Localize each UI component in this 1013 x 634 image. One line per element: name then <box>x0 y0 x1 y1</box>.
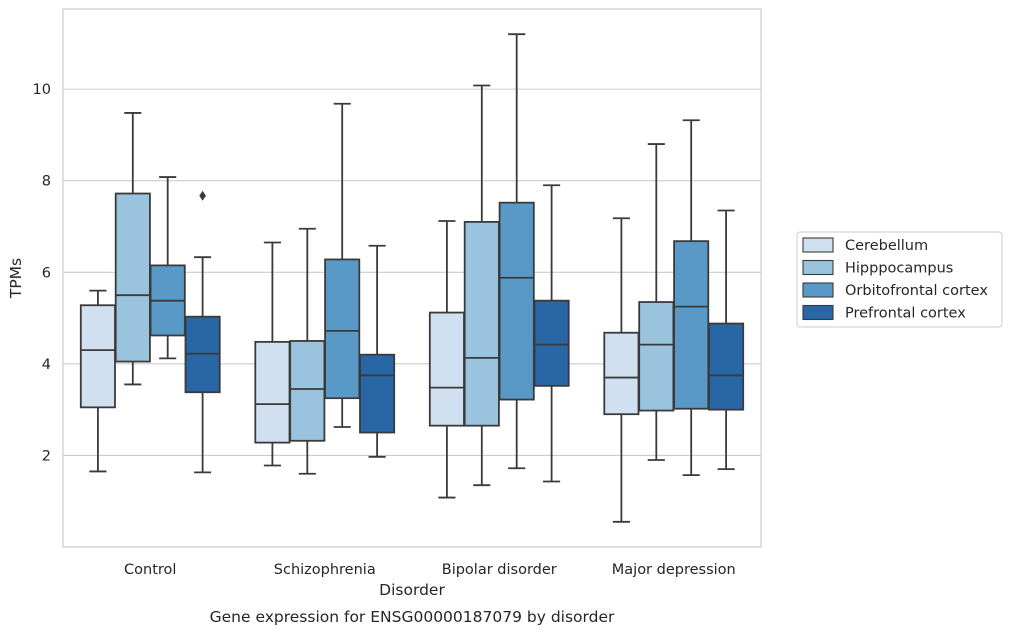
box-hipppocampus-bipolar-disorder <box>463 84 500 487</box>
box-body <box>114 192 151 363</box>
box-series <box>79 33 745 523</box>
box-body <box>603 331 640 416</box>
x-axis-title: Disorder <box>379 581 445 599</box>
box-prefrontal-cortex-major-depression <box>708 209 745 471</box>
y-axis-title: TPMs <box>7 258 25 299</box>
outlier-marker <box>199 190 206 201</box>
box-hipppocampus-schizophrenia <box>289 227 326 475</box>
y-tick-label: 4 <box>42 357 51 373</box>
box-prefrontal-cortex-bipolar-disorder <box>533 184 570 483</box>
box-cerebellum-schizophrenia <box>254 241 291 467</box>
box-body <box>673 240 710 410</box>
box-orbitofrontal-cortex-major-depression <box>673 119 710 477</box>
x-tick-label: Major depression <box>612 562 736 578</box>
box-hipppocampus-major-depression <box>638 143 675 461</box>
y-tick-label: 8 <box>42 174 51 190</box>
box-body <box>498 201 535 401</box>
legend-frame <box>796 231 1003 328</box>
box-cerebellum-control <box>79 289 116 473</box>
box-prefrontal-cortex-schizophrenia <box>359 244 396 458</box>
x-tick-labels: Control Schizophrenia Bipolar disorder Majo… <box>124 562 736 578</box>
box-body <box>324 258 361 400</box>
legend-label: Hipppocampus <box>845 261 953 277</box>
legend-swatch <box>802 304 834 321</box>
y-tick-labels: 2 4 6 8 10 <box>33 82 51 464</box>
box-body <box>533 299 570 387</box>
box-cerebellum-bipolar-disorder <box>428 220 465 499</box>
box-orbitofrontal-cortex-bipolar-disorder <box>498 33 535 470</box>
box-orbitofrontal-cortex-schizophrenia <box>324 102 361 428</box>
legend: Cerebellum Hipppocampus Orbitofrontal cort… <box>796 231 1003 328</box>
box-body <box>428 311 465 427</box>
box-body <box>359 353 396 434</box>
box-body <box>289 340 326 442</box>
box-cerebellum-major-depression <box>603 217 640 523</box>
legend-swatch <box>802 237 834 253</box>
legend-swatch <box>802 259 834 276</box>
y-tick-label: 6 <box>42 265 51 281</box>
box-body <box>463 221 500 427</box>
legend-label: Orbitofrontal cortex <box>845 283 988 299</box>
box-body <box>254 340 291 444</box>
box-body <box>79 304 116 409</box>
box-body <box>638 301 675 412</box>
legend-label: Cerebellum <box>845 238 928 254</box>
box-hipppocampus-control <box>114 112 151 386</box>
box-orbitofrontal-cortex-control <box>149 176 186 360</box>
x-tick-label: Bipolar disorder <box>442 562 557 578</box>
plot-frame <box>62 8 762 548</box>
box-body <box>708 322 745 411</box>
legend-swatch <box>802 282 834 298</box>
y-tick-label: 10 <box>33 82 51 98</box>
x-tick-label: Schizophrenia <box>274 562 376 578</box>
y-tick-label: 2 <box>42 448 51 464</box>
box-prefrontal-cortex-control <box>184 190 221 474</box>
x-tick-label: Control <box>124 562 176 578</box>
chart-title: Gene expression for ENSG00000187079 by d… <box>210 608 615 626</box>
legend-label: Prefrontal cortex <box>845 306 966 322</box>
